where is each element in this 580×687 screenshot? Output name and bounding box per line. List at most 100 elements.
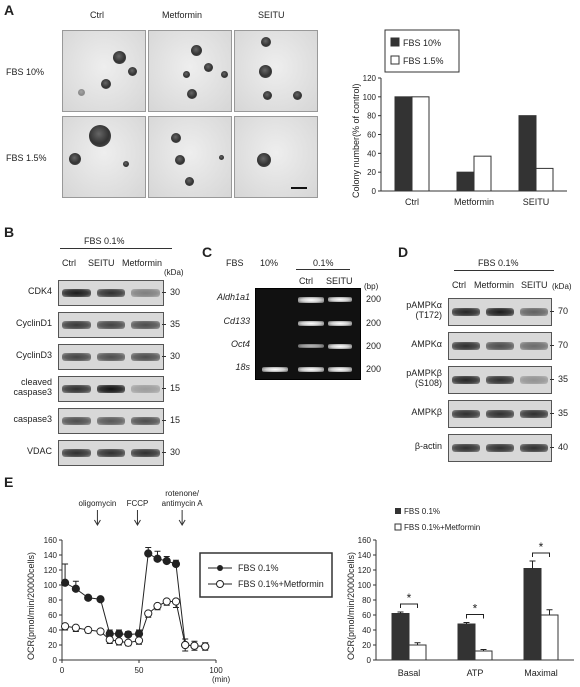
y-tick-label: 120 (44, 566, 58, 575)
blot-band (131, 449, 160, 457)
x-tick-label: 0 (60, 666, 65, 675)
data-point (124, 630, 133, 639)
blot-band (131, 353, 160, 361)
bp-label: 200 (366, 364, 382, 374)
line-series-group: 0 20 40 60 80 100 120 140 160 0 50 100 oligomycin FCC… (44, 489, 224, 675)
blot-strip (58, 440, 164, 466)
lane-label-ctrl: Ctrl (62, 258, 76, 268)
bar (456, 171, 475, 192)
colony (123, 161, 129, 167)
col-label-metformin: Metformin (162, 10, 203, 20)
y-tick-label: 100 (358, 581, 372, 590)
injection-arrowhead (178, 519, 186, 526)
blot-strip (448, 434, 552, 462)
kda-tick (162, 292, 166, 293)
data-point (84, 625, 93, 635)
blot-strip (58, 280, 164, 306)
gene-label-18s: 18s (235, 362, 250, 372)
data-point (114, 629, 124, 638)
pcr-gel (255, 288, 361, 380)
y-tick-label: 40 (48, 626, 57, 635)
chart-legend (384, 29, 460, 73)
x-tick-label: SEITU (523, 197, 550, 207)
data-point (134, 636, 144, 645)
blot-row-label: AMPKβ (411, 407, 442, 417)
data-point (144, 609, 153, 618)
colony (221, 71, 228, 78)
gel-band (298, 344, 324, 348)
data-point (162, 556, 171, 566)
fbs-01-label: 0.1% (313, 258, 334, 268)
data-point (71, 584, 80, 593)
blot-band (486, 342, 514, 350)
injection-annotation: FCCP (127, 499, 149, 508)
blot-strip (58, 312, 164, 338)
lane-label-metformin: Metformin (474, 280, 515, 290)
blot-band (452, 410, 480, 418)
blot-strip (58, 408, 164, 434)
y-axis-label: OCR(pmol/min/20000cells) (26, 552, 36, 660)
lane-label-metformin: Metformin (122, 258, 163, 268)
bar (457, 623, 476, 661)
blot-band (96, 385, 126, 393)
row-label-fbs10: FBS 10% (6, 67, 45, 77)
micrograph-seitu-fbs15 (234, 116, 318, 198)
micrograph-ctrl-fbs10 (62, 30, 146, 112)
y-tick-label: 0 (367, 656, 372, 665)
y-tick-label: 60 (362, 611, 371, 620)
data-point (201, 642, 210, 651)
colony (261, 37, 271, 47)
data-point (60, 578, 70, 587)
panel-label-d: D (398, 244, 409, 260)
bar (394, 96, 413, 192)
fbs-label: FBS (226, 258, 244, 268)
col-label-ctrl: Ctrl (90, 10, 104, 20)
legend-label-fbs: FBS 0.1% (238, 563, 279, 573)
colony (185, 177, 194, 186)
data-point (171, 559, 181, 569)
y-tick-label: 100 (44, 581, 58, 590)
bar (408, 644, 427, 661)
y-tick-label: 160 (358, 536, 372, 545)
blot-band (62, 385, 91, 393)
blot-row-label: AMPKα (411, 339, 442, 349)
row-label-fbs15: FBS 1.5% (6, 153, 47, 163)
blot-band (131, 417, 160, 425)
blot-band (96, 353, 126, 361)
blot-row-label: CyclinD3 (15, 350, 52, 360)
blot-strip (448, 400, 552, 428)
panel-label-e: E (4, 474, 14, 490)
blot-band (520, 410, 548, 418)
bar (523, 568, 542, 661)
fbs-bracket (296, 269, 350, 270)
blot-strip (58, 344, 164, 370)
bp-label: 200 (366, 318, 382, 328)
bar (473, 155, 492, 192)
lane-label-ctrl: Ctrl (299, 276, 313, 286)
blot-row-label: CyclinD1 (15, 318, 52, 328)
blot-strip (448, 298, 552, 326)
y-tick-label: 60 (48, 611, 57, 620)
colony (191, 45, 202, 56)
x-tick-label: ATP (467, 668, 484, 678)
data-point (162, 597, 171, 606)
data-point (71, 623, 80, 632)
blot-strip (58, 376, 164, 402)
data-point (153, 601, 162, 611)
bp-label: 200 (366, 341, 382, 351)
data-point (144, 549, 153, 558)
kda-tick (550, 379, 554, 380)
legend-label-fbs-metformin: FBS 0.1%+Metformin (238, 579, 324, 589)
bars-group: 0 20 40 60 80 100 120 140 160 * Basal * ATP * Maximal (358, 536, 574, 678)
kda-tick (550, 447, 554, 448)
y-tick-label: 40 (367, 149, 376, 158)
kda-label: 40 (558, 442, 569, 452)
micrograph-ctrl-fbs15 (62, 116, 146, 198)
scale-bar (291, 187, 307, 189)
significance-marker: * (473, 602, 478, 616)
ocr-line-chart: OCR(pmol/min/20000cells) (min) 0 20 40 60 80… (26, 489, 333, 684)
y-tick-label: 140 (358, 551, 372, 560)
significance-bracket (532, 552, 550, 557)
y-tick-label: 160 (44, 536, 58, 545)
micrograph-metformin-fbs10 (148, 30, 232, 112)
